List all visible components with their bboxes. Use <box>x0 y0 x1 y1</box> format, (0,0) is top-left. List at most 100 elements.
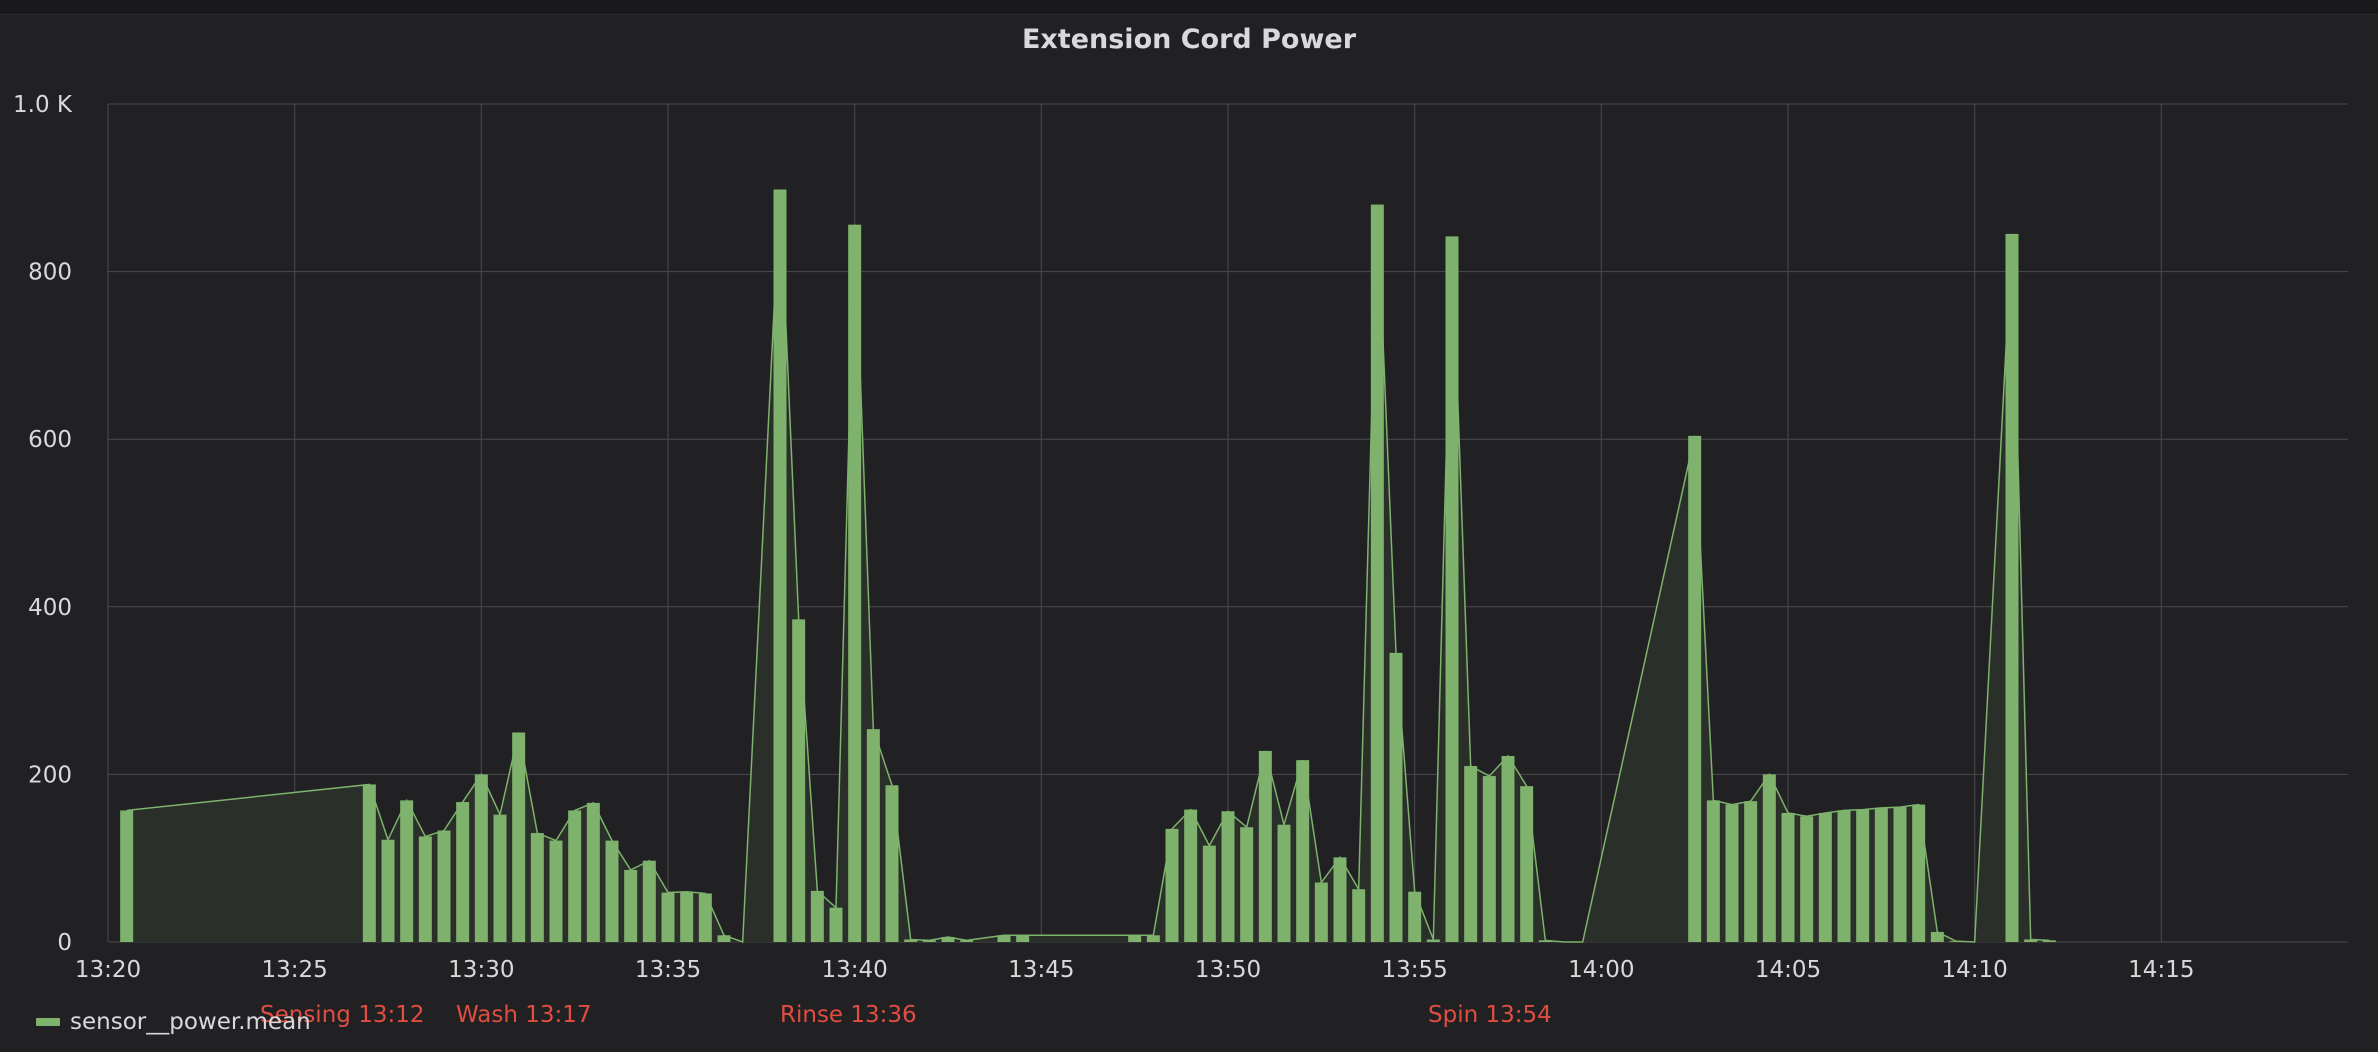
x-tick-label: 13:50 <box>1195 957 1261 983</box>
bar[interactable] <box>1016 935 1030 942</box>
y-tick-label: 0 <box>57 930 72 956</box>
bar[interactable] <box>885 785 899 942</box>
bar[interactable] <box>2024 939 2038 942</box>
bar[interactable] <box>1744 801 1758 942</box>
bar[interactable] <box>922 940 936 942</box>
bar[interactable] <box>1688 435 1702 942</box>
bar[interactable] <box>2042 940 2056 942</box>
bar[interactable] <box>624 869 638 942</box>
x-tick-label: 13:30 <box>448 957 514 983</box>
bar[interactable] <box>1221 811 1235 942</box>
bar[interactable] <box>474 774 488 942</box>
bar[interactable] <box>1874 807 1888 942</box>
annotation-label[interactable]: Rinse 13:36 <box>780 1002 917 1028</box>
bar[interactable] <box>1501 755 1515 942</box>
bar[interactable] <box>1762 774 1776 942</box>
bar[interactable] <box>1445 236 1459 943</box>
bar[interactable] <box>642 860 656 942</box>
bar[interactable] <box>1930 931 1944 942</box>
bar[interactable] <box>773 189 787 942</box>
chart-title: Extension Cord Power <box>1021 24 1357 55</box>
bar[interactable] <box>792 619 806 942</box>
bar[interactable] <box>1893 807 1907 942</box>
bar[interactable] <box>400 800 414 942</box>
bar[interactable] <box>381 839 395 942</box>
bar[interactable] <box>904 939 918 942</box>
bar[interactable] <box>1352 889 1366 942</box>
bar[interactable] <box>1781 812 1795 942</box>
bar[interactable] <box>418 836 432 942</box>
bar[interactable] <box>568 810 582 942</box>
panel-top-bar <box>0 0 2378 15</box>
x-tick-label: 13:40 <box>822 957 888 983</box>
bar[interactable] <box>1706 800 1720 942</box>
bar[interactable] <box>586 802 600 942</box>
legend-label-series[interactable]: sensor__power.mean <box>70 1009 311 1035</box>
bar[interactable] <box>1258 750 1272 942</box>
bar[interactable] <box>1240 827 1254 942</box>
bar[interactable] <box>120 810 134 942</box>
bar[interactable] <box>1202 845 1216 942</box>
bar[interactable] <box>1296 760 1310 942</box>
annotation-label[interactable]: Sensing 13:12 <box>260 1002 424 1028</box>
bar[interactable] <box>1426 939 1440 942</box>
x-tick-label: 13:45 <box>1008 957 1074 983</box>
bar[interactable] <box>1856 809 1870 942</box>
bar[interactable] <box>1408 891 1422 942</box>
axis-labels: 0 200 400 600 800 1.0 K 13:20 13:25 13:30 13:35 13… <box>13 92 2194 983</box>
bar[interactable] <box>1725 804 1739 942</box>
bar[interactable] <box>1389 652 1403 942</box>
bar[interactable] <box>1314 882 1328 942</box>
bar[interactable] <box>1184 809 1198 942</box>
bar[interactable] <box>1146 935 1160 942</box>
x-tick-label: 14:15 <box>2128 957 2194 983</box>
y-tick-label: 400 <box>28 595 72 621</box>
bar[interactable] <box>1464 766 1478 942</box>
bar[interactable] <box>1837 810 1851 942</box>
bar[interactable] <box>829 907 843 942</box>
bar[interactable] <box>1128 935 1142 942</box>
bar[interactable] <box>1912 804 1926 942</box>
bar[interactable] <box>848 224 862 942</box>
y-tick-label: 600 <box>28 427 72 453</box>
bar[interactable] <box>661 892 675 942</box>
bar[interactable] <box>1538 940 1552 942</box>
bar[interactable] <box>717 935 731 942</box>
annotation-label[interactable]: Wash 13:17 <box>456 1002 592 1028</box>
bar[interactable] <box>866 729 880 942</box>
y-tick-label: 1.0 K <box>13 92 73 118</box>
x-tick-label: 13:20 <box>75 957 141 983</box>
annotation-labels: Sensing 13:12 Wash 13:17 Rinse 13:36 Spin 1… <box>260 1002 1552 1028</box>
bar[interactable] <box>1818 812 1832 942</box>
legend-swatch <box>36 1018 60 1026</box>
bar[interactable] <box>549 840 563 942</box>
bar[interactable] <box>1482 776 1496 942</box>
bar[interactable] <box>1165 828 1179 942</box>
legend[interactable]: sensor__power.mean <box>36 1006 311 1038</box>
bar[interactable] <box>456 802 470 942</box>
annotation-label[interactable]: Spin 13:54 <box>1428 1002 1552 1028</box>
bar[interactable] <box>698 893 712 942</box>
bar[interactable] <box>1333 857 1347 942</box>
bar[interactable] <box>1370 204 1384 942</box>
bar[interactable] <box>960 940 974 942</box>
x-tick-label: 14:00 <box>1568 957 1634 983</box>
bar[interactable] <box>680 891 694 942</box>
bar[interactable] <box>1800 816 1814 942</box>
bar[interactable] <box>605 840 619 942</box>
bar[interactable] <box>1277 824 1291 942</box>
bar[interactable] <box>1520 786 1534 942</box>
bar[interactable] <box>997 935 1011 942</box>
bar[interactable] <box>493 814 507 942</box>
bar[interactable] <box>530 833 544 942</box>
bar[interactable] <box>810 890 824 942</box>
bar[interactable] <box>941 936 955 942</box>
bar[interactable] <box>512 732 526 943</box>
bar[interactable] <box>2005 233 2019 942</box>
area-fill <box>126 189 2050 942</box>
bar[interactable] <box>362 784 376 942</box>
bar[interactable] <box>437 830 451 942</box>
x-tick-label: 13:25 <box>262 957 328 983</box>
